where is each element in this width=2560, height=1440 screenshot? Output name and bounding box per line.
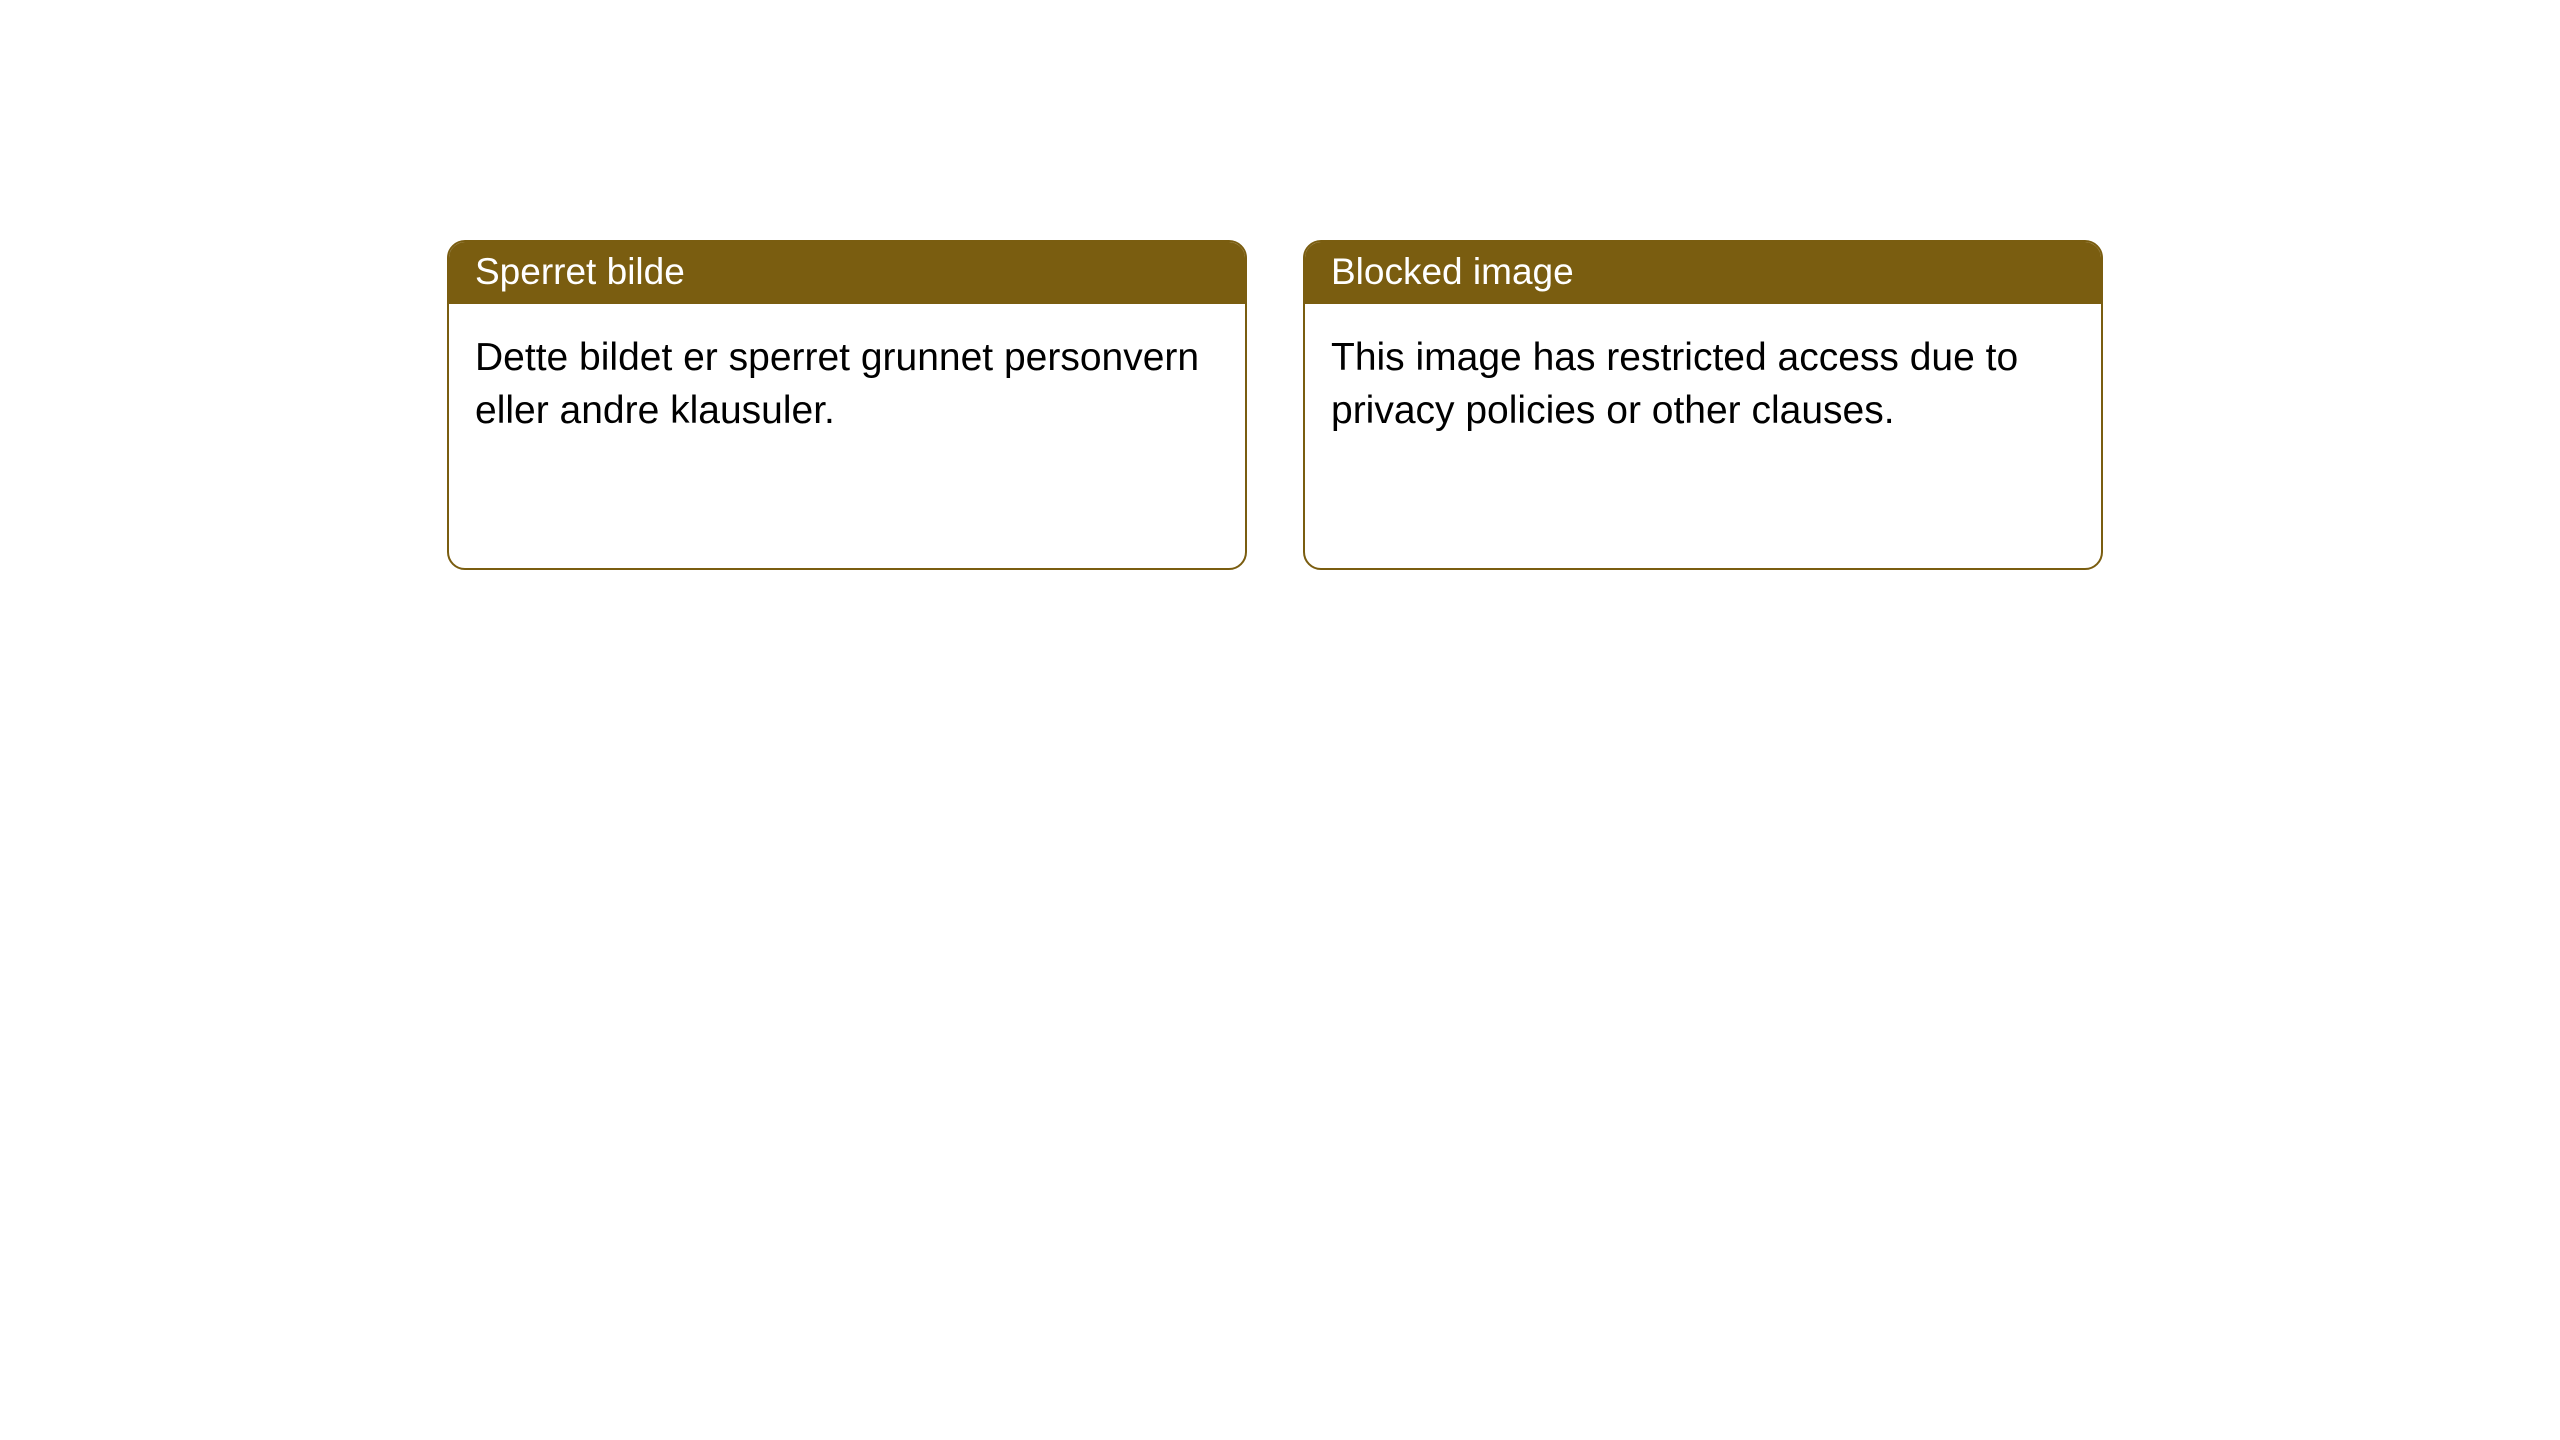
card-body-text: This image has restricted access due to … [1331,336,2018,432]
card-header: Blocked image [1305,242,2101,304]
card-title: Sperret bilde [475,251,685,292]
card-body-text: Dette bildet er sperret grunnet personve… [475,336,1199,432]
card-body: Dette bildet er sperret grunnet personve… [449,304,1245,465]
card-header: Sperret bilde [449,242,1245,304]
blocked-image-card-norwegian: Sperret bilde Dette bildet er sperret gr… [447,240,1247,570]
card-body: This image has restricted access due to … [1305,304,2101,465]
notice-cards-container: Sperret bilde Dette bildet er sperret gr… [447,240,2103,570]
blocked-image-card-english: Blocked image This image has restricted … [1303,240,2103,570]
card-title: Blocked image [1331,251,1574,292]
